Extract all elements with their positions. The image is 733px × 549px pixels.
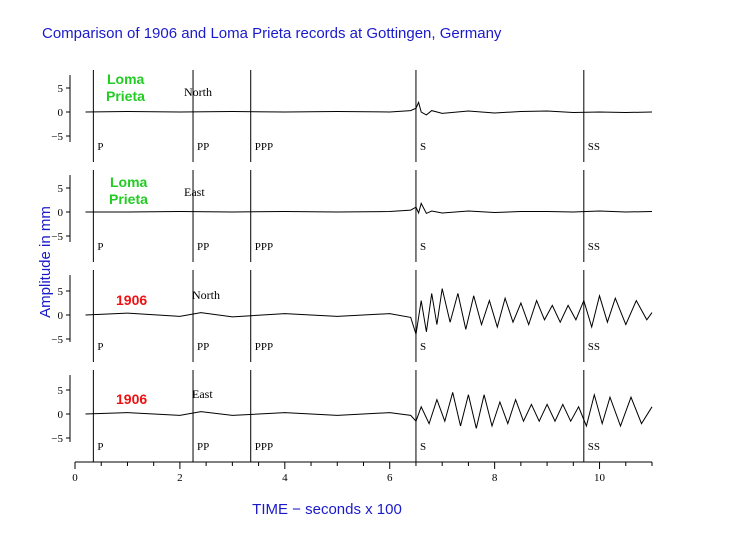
series-name-label: Prieta <box>106 88 145 104</box>
chart-title: Comparison of 1906 and Loma Prieta recor… <box>42 25 502 42</box>
x-tick-label: 4 <box>282 472 288 484</box>
y-tick-label: 5 <box>58 83 64 95</box>
component-label: East <box>184 185 205 199</box>
phase-label-p: P <box>97 441 103 453</box>
phase-label-s: S <box>420 441 426 453</box>
phase-label-ss: SS <box>588 241 600 253</box>
y-tick-label: 5 <box>58 385 64 397</box>
y-tick-label: −5 <box>51 334 63 346</box>
series-name-label: 1906 <box>116 292 147 308</box>
y-tick-label: 0 <box>58 107 64 119</box>
phase-label-s: S <box>420 341 426 353</box>
series-name-label: Prieta <box>109 191 148 207</box>
phase-label-ss: SS <box>588 141 600 153</box>
y-tick-label: −5 <box>51 131 63 143</box>
phase-label-ss: SS <box>588 341 600 353</box>
phase-label-p: P <box>97 141 103 153</box>
phase-label-p: P <box>97 341 103 353</box>
y-tick-label: 0 <box>58 409 64 421</box>
y-tick-label: 5 <box>58 183 64 195</box>
phase-label-pp: PP <box>197 441 209 453</box>
phase-label-ppp: PPP <box>255 241 273 253</box>
trace-line <box>85 202 653 215</box>
component-label: East <box>192 387 213 401</box>
x-axis: 0 2 4 6 8 10 <box>72 461 653 484</box>
y-tick-label: 5 <box>58 286 64 298</box>
series-name-label: Loma <box>110 174 148 190</box>
phase-label-ppp: PPP <box>255 341 273 353</box>
phase-label-pp: PP <box>197 241 209 253</box>
trace-line <box>85 288 653 335</box>
trace-line <box>85 100 653 116</box>
y-tick-label: −5 <box>51 433 63 445</box>
phase-label-s: S <box>420 241 426 253</box>
y-tick-label: −5 <box>51 231 63 243</box>
x-tick-label: 0 <box>72 472 78 484</box>
x-axis-label: TIME − seconds x 100 <box>252 501 402 518</box>
x-tick-label: 8 <box>492 472 498 484</box>
x-tick-label: 10 <box>594 472 606 484</box>
component-label: North <box>192 288 220 302</box>
trace-line <box>85 392 653 429</box>
series-name-label: Loma <box>107 71 145 87</box>
component-label: North <box>184 85 212 99</box>
y-axis-label: Amplitude in mm <box>37 206 54 318</box>
y-tick-label: 0 <box>58 207 64 219</box>
x-tick-label: 2 <box>177 472 183 484</box>
phase-label-pp: PP <box>197 141 209 153</box>
phase-label-pp: PP <box>197 341 209 353</box>
phase-label-ss: SS <box>588 441 600 453</box>
x-tick-label: 6 <box>387 472 393 484</box>
phase-label-p: P <box>97 241 103 253</box>
y-tick-label: 0 <box>58 310 64 322</box>
phase-label-ppp: PPP <box>255 441 273 453</box>
series-name-label: 1906 <box>116 391 147 407</box>
phase-label-ppp: PPP <box>255 141 273 153</box>
phase-label-s: S <box>420 141 426 153</box>
